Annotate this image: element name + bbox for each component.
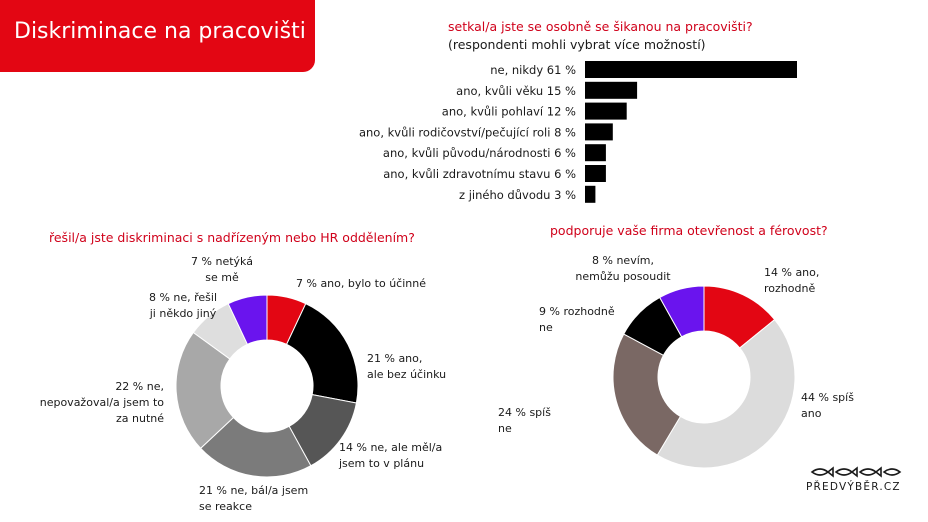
bar-5 (585, 165, 606, 182)
donut2-title: podporuje vaše firma otevřenost a férovo… (550, 223, 828, 238)
donut1-title: řešil/a jste diskriminaci s nadřízeným n… (49, 230, 415, 245)
donut1-slice-3 (199, 416, 312, 478)
donut1-label-2: 14 % ne, ale měl/a jsem to v plánu (338, 441, 442, 470)
logo-text: PŘEDVÝBĚR.CZ (806, 481, 901, 493)
donut2-label-0: 14 % ano, rozhodně (764, 266, 819, 295)
bar-1 (585, 81, 638, 99)
donut1-label-6: 7 % netýká se mě (191, 255, 253, 284)
bar-chart: ne, nikdy 61 % ano, kvůli věku 15 % ano, k… (359, 61, 797, 203)
bar-4 (585, 144, 606, 162)
page-title: Diskriminace na pracovišti (14, 19, 306, 44)
bar-chart-title: setkal/a jste se osobně se šikanou na pr… (448, 19, 753, 34)
donut1-label-1: 21 % ano, ale bez účinku (367, 352, 446, 381)
bar-3 (585, 123, 613, 141)
donut2-label-1: 44 % spíš ano (801, 391, 854, 420)
bar-label-2: ano, kvůli pohlaví 12 % (442, 105, 576, 119)
fish-logo-icon (810, 466, 902, 478)
bar-label-4: ano, kvůli původu/národnosti 6 % (383, 146, 576, 160)
donut1-label-4: 22 % ne, nepovažoval/a jsem to za nutné (40, 380, 165, 425)
bar-chart-subtitle: (respondenti mohli vybrat více možností) (448, 37, 706, 52)
bar-6 (585, 185, 596, 203)
donut2-label-3: 9 % rozhodně ne (539, 305, 615, 334)
donut1-label-0: 7 % ano, bylo to účinné (296, 277, 426, 290)
bar-label-0: ne, nikdy 61 % (490, 63, 576, 77)
title-bar: Diskriminace na pracovišti (0, 0, 315, 72)
bar-label-3: ano, kvůli rodičovství/pečující roli 8 % (359, 125, 576, 139)
donut2-label-2: 24 % spíš ne (498, 406, 551, 435)
donut-chart-discrimination: 7 % ano, bylo to účinné 21 % ano, ale bez … (40, 255, 446, 513)
donut2-slice-1 (656, 318, 796, 469)
bar-0 (585, 61, 797, 78)
donut1-slice-1 (285, 302, 359, 404)
donut1-slice-6 (227, 294, 268, 346)
bar-label-5: ano, kvůli zdravotnímu stavu 6 % (383, 167, 576, 181)
donut2-slice-2 (612, 333, 682, 456)
donut1-label-5: 8 % ne, řešil ji někdo jiný (149, 291, 217, 320)
bar-label-6: z jiného důvodu 3 % (459, 188, 576, 202)
bar-label-1: ano, kvůli věku 15 % (456, 84, 576, 98)
donut2-slice-4 (659, 285, 705, 338)
donut2-label-4: 8 % nevím, nemůžu posoudit (575, 254, 671, 283)
donut-chart-openness: 14 % ano, rozhodně 44 % spíš ano 24 % spíš ne… (498, 254, 854, 469)
donut1-label-3: 21 % ne, bál/a jsem se reakce (199, 484, 308, 513)
bar-2 (585, 102, 627, 120)
